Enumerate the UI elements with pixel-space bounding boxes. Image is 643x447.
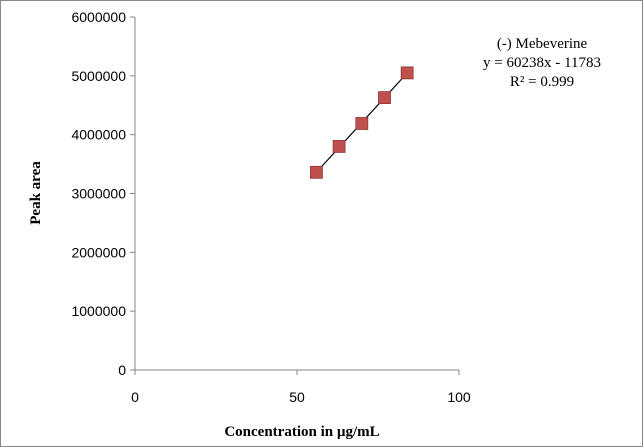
annotation-line-3: R² = 0.999	[510, 74, 574, 90]
x-tick-label: 100	[447, 389, 471, 405]
axes	[130, 16, 460, 375]
y-tick-label: 0	[118, 362, 126, 378]
x-axis-title: Concentration in µg/mL	[224, 424, 379, 440]
x-tick-label: 50	[289, 389, 305, 405]
x-tick-label: 0	[131, 389, 139, 405]
y-tick-label: 6000000	[71, 9, 126, 25]
y-tick-label: 3000000	[71, 186, 126, 202]
y-tick-label: 4000000	[71, 127, 126, 143]
annotation-line-2: y = 60238x - 11783	[483, 55, 601, 71]
data-point	[310, 165, 323, 179]
data-point	[332, 140, 346, 153]
data-point	[400, 66, 414, 80]
y-tick-label: 2000000	[71, 244, 126, 260]
tick-labels: 0 1000000 2000000 3000000 4000000 5000000 6000…	[71, 9, 470, 405]
y-tick-label: 1000000	[71, 303, 126, 319]
y-axis-title: Peak area	[28, 161, 44, 225]
data-points	[310, 66, 414, 179]
annotation-line-1: (-) Mebeverine	[497, 36, 588, 52]
y-tick-label: 5000000	[71, 68, 126, 84]
data-point	[378, 91, 391, 105]
data-point	[355, 117, 369, 130]
